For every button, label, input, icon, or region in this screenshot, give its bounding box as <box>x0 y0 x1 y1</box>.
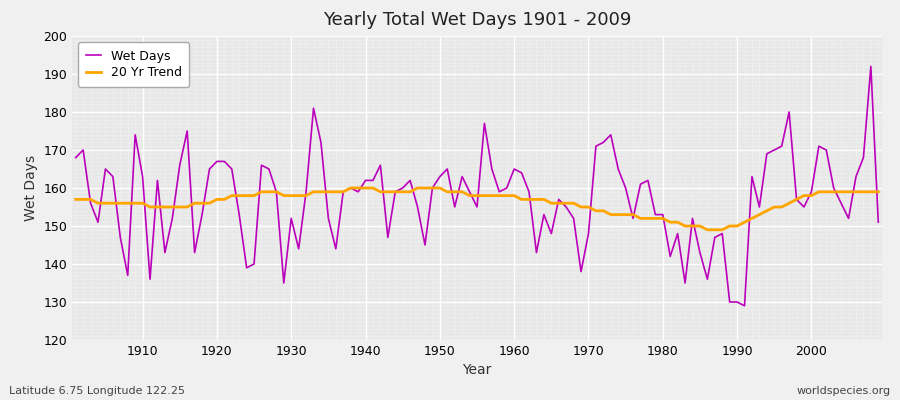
Wet Days <box>873 220 884 224</box>
Wet Days <box>501 186 512 190</box>
Title: Yearly Total Wet Days 1901 - 2009: Yearly Total Wet Days 1901 - 2009 <box>323 11 631 29</box>
Wet Days <box>598 140 608 145</box>
20 Yr Trend <box>293 193 304 198</box>
Wet Days <box>130 132 140 137</box>
20 Yr Trend <box>702 227 713 232</box>
20 Yr Trend <box>130 201 140 206</box>
Wet Days <box>866 64 877 69</box>
20 Yr Trend <box>606 212 616 217</box>
Wet Days <box>338 189 348 194</box>
Wet Days <box>508 166 519 171</box>
Wet Days <box>293 246 304 251</box>
Text: Latitude 6.75 Longitude 122.25: Latitude 6.75 Longitude 122.25 <box>9 386 185 396</box>
X-axis label: Year: Year <box>463 364 491 378</box>
Wet Days <box>70 155 81 160</box>
Y-axis label: Wet Days: Wet Days <box>23 155 38 221</box>
20 Yr Trend <box>338 189 348 194</box>
20 Yr Trend <box>70 197 81 202</box>
Line: Wet Days: Wet Days <box>76 66 878 306</box>
20 Yr Trend <box>517 197 527 202</box>
Text: worldspecies.org: worldspecies.org <box>796 386 891 396</box>
Legend: Wet Days, 20 Yr Trend: Wet Days, 20 Yr Trend <box>78 42 189 87</box>
20 Yr Trend <box>873 189 884 194</box>
Wet Days <box>739 303 750 308</box>
Line: 20 Yr Trend: 20 Yr Trend <box>76 188 878 230</box>
20 Yr Trend <box>346 186 356 190</box>
20 Yr Trend <box>508 193 519 198</box>
